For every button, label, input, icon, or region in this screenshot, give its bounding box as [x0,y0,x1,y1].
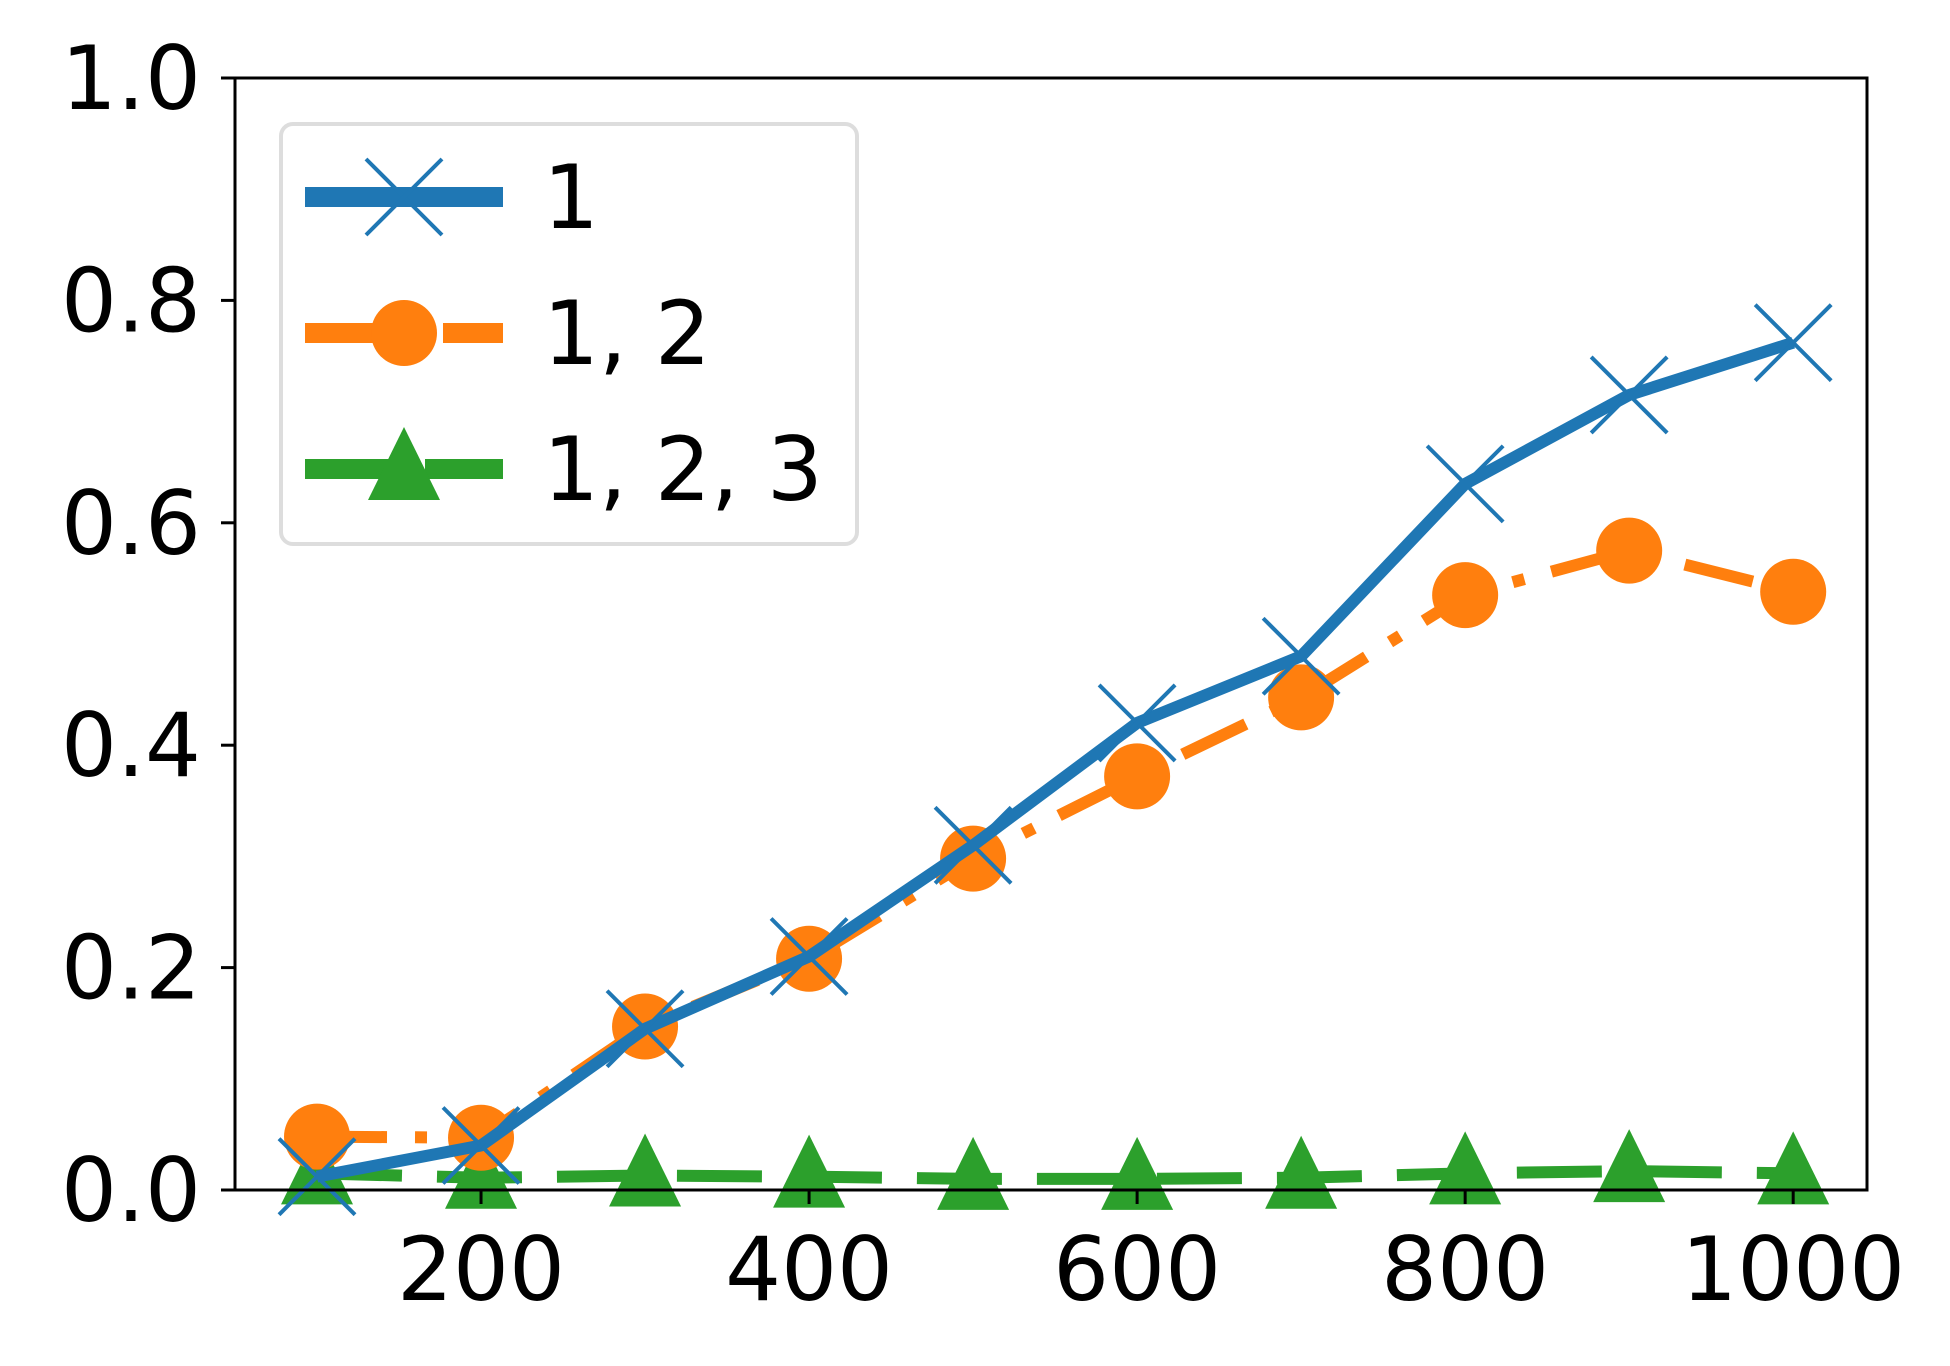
series-2-line [316,1165,1794,1185]
series-1-line [316,544,1795,1144]
x-tick-label-0: 200 [397,1218,565,1321]
series-0-point-8-stroke-b [1589,355,1669,435]
series-0-point-7 [1425,444,1505,524]
legend-label-0: 1 [543,146,599,249]
series-2-point-9 [1757,1131,1830,1205]
series-0-point-0 [277,1137,357,1217]
series-1-point-4 [940,825,1007,892]
x-tick-label-1: 400 [725,1218,893,1321]
y-tick-label-4: 0.8 [61,249,201,352]
legend-box [279,122,859,546]
series-0-point-3-stroke-b [769,917,849,996]
series-0-point-3 [769,917,849,996]
y-tick-label-3: 0.6 [61,472,201,575]
y-tick-label-5: 1.0 [61,27,201,130]
series-2-point-4 [937,1136,1010,1210]
series-0-point-5 [1097,683,1177,763]
series-0 [277,303,1833,1217]
series-1-point-8 [1596,517,1663,584]
series-0-point-0-stroke-b [277,1137,357,1217]
y-tick-label-1: 0.2 [61,917,201,1020]
series-0-point-6 [1261,616,1341,696]
series-0-point-4-stroke-b [933,805,1013,885]
legend-marker-1 [371,300,437,366]
series-1-point-1 [448,1104,515,1171]
series-1-point-9 [1760,558,1827,625]
series-1-point-5 [1104,743,1171,810]
series-1-point-6 [1268,664,1335,731]
series-0-point-7-stroke-b [1425,444,1505,524]
series-1-point-7 [1432,562,1499,629]
series-0-line [315,336,1796,1183]
series-layer [277,303,1833,1217]
series-0-point-6-stroke-b [1261,616,1341,696]
series-2-point-2 [609,1133,682,1207]
x-tick-label-4: 1000 [1681,1218,1905,1321]
legend-label-2: 1, 2, 3 [543,418,823,521]
series-0-point-2 [605,989,685,1069]
series-1-point-0 [284,1103,351,1170]
series-2-point-5 [1101,1136,1174,1210]
y-tick-label-2: 0.4 [61,694,201,797]
legend-marker-2 [368,427,440,500]
legend-label-1: 1, 2 [543,282,711,385]
series-2-point-7 [1429,1131,1502,1205]
legend-marker-0 [364,157,444,237]
x-tick-label-2: 600 [1053,1218,1221,1321]
series-0-point-1-stroke-b [441,1106,521,1185]
legend-marker-0-stroke-b [364,157,444,237]
series-0-point-9-stroke-b [1753,303,1833,383]
axis-ticks: 200 400 600 800 1000 0.0 0.2 0.4 0.6 0.8 1.0 [61,27,1905,1321]
series-0-point-8 [1589,355,1669,435]
series-0-point-9 [1753,303,1833,383]
plot-frame [233,76,1869,1192]
series-0-point-4 [933,805,1013,885]
series-2-point-8 [1593,1129,1666,1203]
x-tick-label-3: 800 [1381,1218,1549,1321]
series-0-point-1 [441,1106,521,1185]
series-1 [284,517,1827,1171]
legend: 1 1, 2 1, 2, 3 [279,122,859,546]
series-0-point-2-stroke-b [605,989,685,1069]
y-tick-label-0: 0.0 [61,1139,201,1242]
series-0-point-5-stroke-b [1097,683,1177,763]
